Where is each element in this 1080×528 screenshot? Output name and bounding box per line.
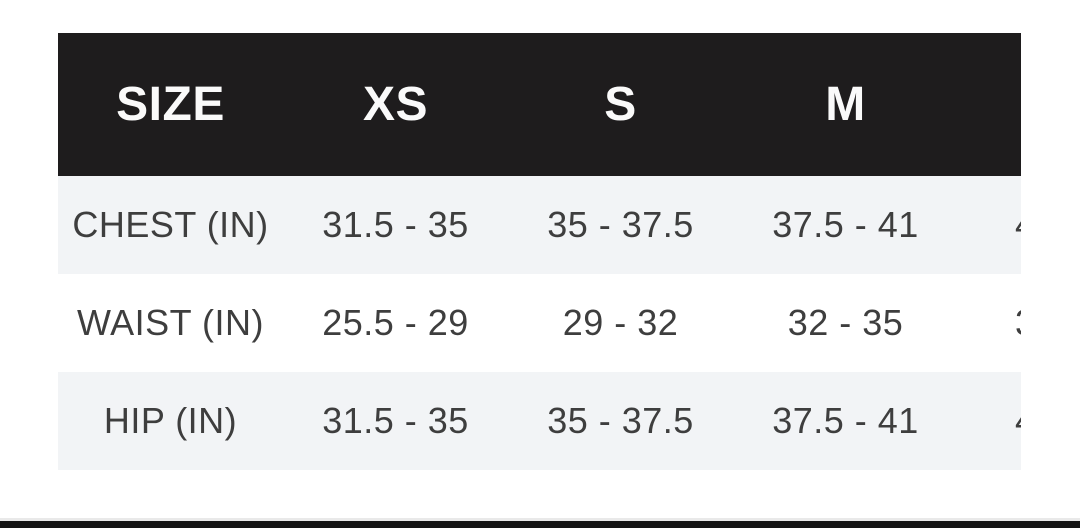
cell-hip-xs: 31.5 - 35 xyxy=(322,400,469,441)
cell-chest-xs: 31.5 - 35 xyxy=(322,204,469,245)
size-chart-header-row: SIZE XS S M xyxy=(58,33,1021,176)
cell-chest-s: 35 - 37.5 xyxy=(547,204,694,245)
header-cell-size: SIZE xyxy=(116,78,225,131)
header-cell-m: M xyxy=(825,78,866,131)
header-cell-s: S xyxy=(604,78,637,131)
cell-waist-clipped: 3 xyxy=(958,274,1021,372)
row-label-waist: WAIST (IN) xyxy=(77,302,264,343)
bottom-divider-line xyxy=(0,518,1080,521)
size-chart-table: SIZE XS S M CHEST (IN) 31.5 - 35 35 - 37… xyxy=(58,33,1021,470)
cell-chest-clipped: 4 xyxy=(958,176,1021,274)
cell-hip-m: 37.5 - 41 xyxy=(772,400,919,441)
cell-chest-m: 37.5 - 41 xyxy=(772,204,919,245)
table-row-chest: CHEST (IN) 31.5 - 35 35 - 37.5 37.5 - 41… xyxy=(58,176,1021,274)
cell-hip-clipped: 4 xyxy=(958,372,1021,470)
row-label-chest: CHEST (IN) xyxy=(72,204,269,245)
cell-hip-s: 35 - 37.5 xyxy=(547,400,694,441)
row-label-hip: HIP (IN) xyxy=(103,400,238,441)
header-cell-xs: XS xyxy=(362,78,429,131)
cell-waist-xs: 25.5 - 29 xyxy=(322,302,469,343)
table-row-waist: WAIST (IN) 25.5 - 29 29 - 32 32 - 35 3 xyxy=(58,274,1021,372)
table-row-hip: HIP (IN) 31.5 - 35 35 - 37.5 37.5 - 41 4 xyxy=(58,372,1021,470)
header-cell-clipped xyxy=(958,33,1021,176)
bottom-bar xyxy=(0,521,1080,528)
cell-waist-m: 32 - 35 xyxy=(787,302,904,343)
cell-waist-s: 29 - 32 xyxy=(562,302,679,343)
